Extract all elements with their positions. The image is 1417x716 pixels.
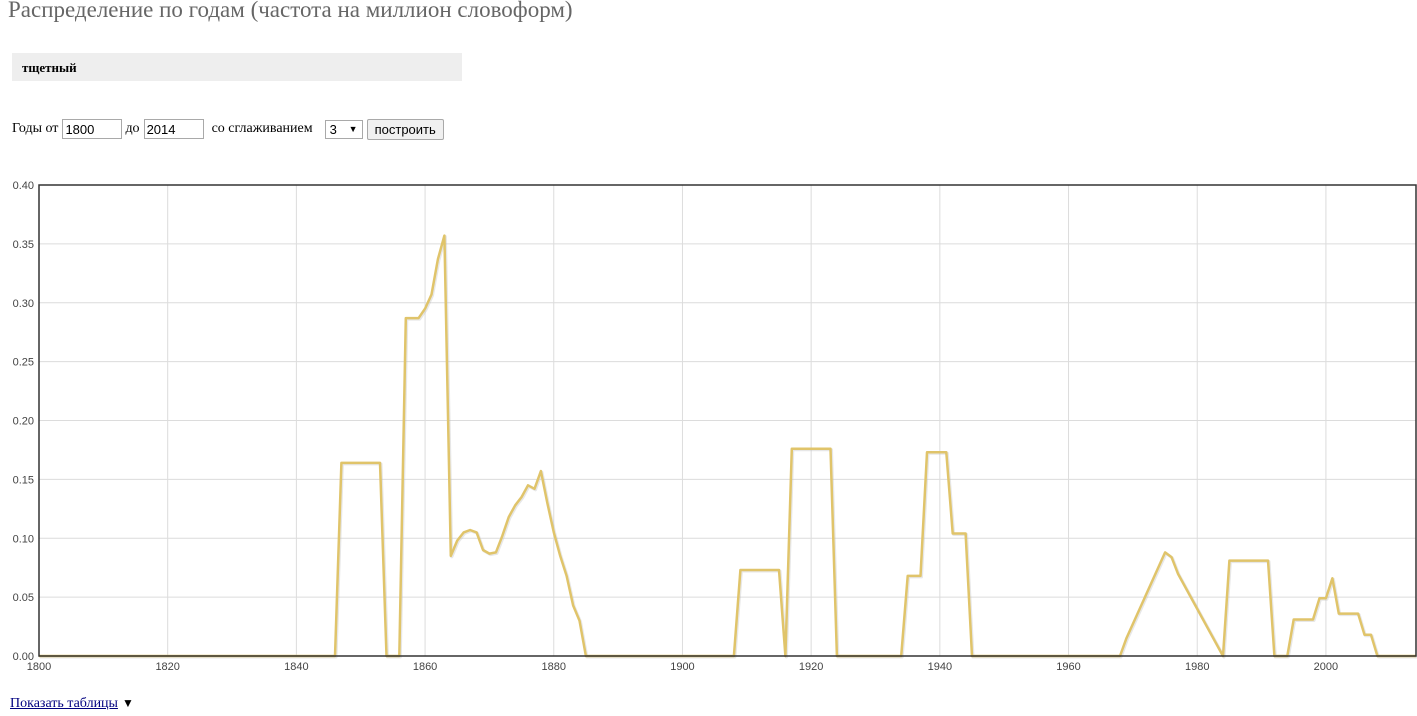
- triangle-down-icon: ▼: [121, 696, 134, 710]
- x-tick-label: 2000: [1314, 661, 1338, 673]
- data-point: [1293, 619, 1295, 620]
- data-point: [579, 620, 580, 622]
- y-tick-label: 0.00: [13, 651, 34, 663]
- y-tick-label: 0.20: [13, 416, 34, 428]
- data-point: [540, 470, 542, 472]
- show-tables-link[interactable]: Показать таблицы: [10, 696, 118, 711]
- chart-grid: [38, 184, 1416, 657]
- x-axis-ticks: 1800 1820 1840 1860 1880 1900 1920 1940 1960 1980…: [27, 661, 1338, 673]
- x-tick-label: 1920: [799, 661, 823, 673]
- data-point: [945, 451, 947, 453]
- data-point: [495, 551, 497, 553]
- smoothing-label: со сглаживанием: [211, 121, 313, 136]
- data-point: [546, 502, 548, 504]
- data-point: [514, 504, 516, 506]
- data-point: [443, 235, 445, 237]
- data-point: [450, 555, 452, 557]
- query-word: тщетный: [22, 60, 77, 75]
- data-point: [1364, 634, 1365, 636]
- x-tick-label: 1860: [413, 661, 437, 673]
- data-point: [463, 531, 465, 533]
- years-to-label: до: [125, 121, 140, 136]
- page-title: Распределение по годам (частота на милли…: [8, 0, 573, 22]
- data-point: [508, 516, 510, 518]
- data-point: [424, 308, 426, 310]
- data-point: [469, 529, 471, 531]
- data-point: [566, 575, 568, 577]
- data-point: [431, 294, 432, 295]
- data-point: [1319, 597, 1320, 599]
- data-point: [1338, 613, 1340, 615]
- y-tick-label: 0.10: [13, 533, 34, 545]
- data-point: [952, 533, 954, 534]
- data-point: [501, 535, 503, 537]
- y-tick-label: 0.15: [13, 474, 34, 486]
- data-point: [482, 549, 484, 551]
- x-tick-label: 1820: [155, 661, 179, 673]
- smoothing-select[interactable]: 3 ▼: [324, 119, 363, 139]
- controls-bar: Годы от до со сглаживанием 3 ▼ построить: [12, 118, 444, 140]
- y-axis-ticks: 0.00 0.05 0.10 0.15 0.20 0.25 0.30 0.35 0.40: [13, 180, 34, 663]
- data-point: [1370, 634, 1372, 636]
- chart-series: [38, 234, 1417, 659]
- data-point: [1228, 560, 1230, 562]
- frequency-chart: 0.00 0.05 0.10 0.15 0.20 0.25 0.30 0.35 0.40 180…: [13, 180, 1417, 673]
- data-point: [778, 569, 780, 571]
- data-point: [405, 317, 407, 319]
- build-button[interactable]: построить: [366, 118, 444, 140]
- data-point: [559, 555, 561, 557]
- series-line-shadow: [40, 235, 1417, 659]
- x-tick-label: 1960: [1056, 661, 1080, 673]
- data-point: [340, 462, 342, 464]
- series-line: [39, 234, 1416, 658]
- y-tick-label: 0.35: [13, 239, 34, 251]
- data-point: [437, 258, 439, 260]
- data-point: [1325, 597, 1327, 599]
- smoothing-value: 3: [329, 121, 337, 137]
- years-from-label: Годы от: [12, 121, 59, 136]
- x-tick-label: 1900: [670, 661, 694, 673]
- data-point: [553, 531, 555, 533]
- data-point: [456, 540, 458, 542]
- data-point: [1125, 637, 1127, 639]
- data-point: [1331, 577, 1333, 579]
- x-tick-label: 1800: [27, 661, 51, 673]
- y-tick-label: 0.40: [13, 180, 34, 192]
- show-tables-toggle[interactable]: Показать таблицы ▼: [10, 696, 134, 712]
- year-from-input[interactable]: [62, 119, 123, 139]
- x-tick-label: 1880: [542, 661, 566, 673]
- data-point: [791, 448, 793, 450]
- data-point: [572, 604, 574, 606]
- data-point: [534, 488, 535, 490]
- data-point: [476, 531, 478, 533]
- x-tick-label: 1940: [928, 661, 952, 673]
- data-point: [1171, 556, 1172, 558]
- data-point: [527, 484, 529, 486]
- data-point: [926, 451, 928, 453]
- y-tick-label: 0.30: [13, 298, 34, 310]
- data-point: [965, 533, 967, 534]
- x-tick-label: 1980: [1185, 661, 1209, 673]
- dropdown-arrow-icon: ▼: [348, 124, 358, 134]
- data-point: [418, 317, 420, 319]
- data-point: [488, 553, 490, 555]
- data-point: [1357, 613, 1359, 615]
- data-point: [920, 575, 921, 577]
- data-point: [1267, 560, 1269, 562]
- y-tick-label: 0.25: [13, 357, 34, 369]
- query-word-header: тщетный: [12, 53, 462, 81]
- data-point: [830, 448, 831, 450]
- data-point: [379, 462, 381, 464]
- y-tick-label: 0.05: [13, 592, 34, 604]
- data-point: [739, 569, 741, 571]
- data-point: [1177, 573, 1179, 575]
- data-point: [521, 496, 523, 498]
- x-tick-label: 1840: [284, 661, 308, 673]
- data-point: [1312, 619, 1314, 620]
- year-to-input[interactable]: [143, 119, 204, 139]
- chart-frame: [38, 184, 1417, 657]
- data-point: [1164, 551, 1166, 553]
- data-point: [907, 575, 909, 577]
